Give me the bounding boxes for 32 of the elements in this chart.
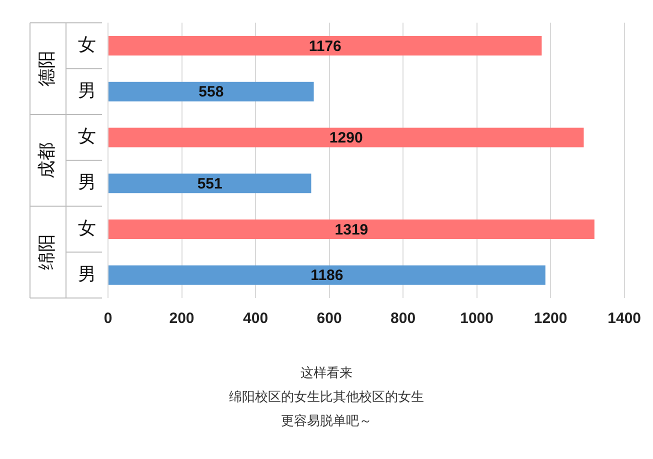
x-tick-label: 800 <box>390 310 416 328</box>
text: 更容易脱单吧～ <box>280 413 373 431</box>
y-tick-label: 女 <box>78 218 96 238</box>
text: 成都 <box>36 142 57 178</box>
bar <box>108 174 312 194</box>
data-label: 551 <box>197 175 222 192</box>
x-tick-label: 1400 <box>608 310 642 328</box>
bar <box>108 265 546 285</box>
y-tick-label: 女 <box>78 126 96 146</box>
bar <box>108 36 542 56</box>
x-tick-label: 1000 <box>460 310 494 328</box>
x-tick-label: 200 <box>169 310 194 328</box>
text: 绵阳 <box>36 234 57 270</box>
x-tick-label: 600 <box>316 310 342 328</box>
text: 德阳 <box>36 50 57 87</box>
data-label: 558 <box>198 84 224 101</box>
data-label: 1186 <box>310 267 344 284</box>
bar <box>108 128 584 148</box>
data-label: 1290 <box>329 130 363 147</box>
text: 绵阳校区的女生比其他校区的女生 <box>228 389 425 407</box>
x-tick-label: 400 <box>243 310 268 328</box>
y-tick-label: 男 <box>78 264 96 284</box>
bar <box>108 82 314 102</box>
data-label: 1176 <box>308 38 342 55</box>
y-tick-label: 男 <box>78 80 96 100</box>
y-tick-label: 女 <box>78 34 96 54</box>
bar <box>108 219 594 239</box>
data-label: 1319 <box>334 221 368 238</box>
text: 这样看来 <box>300 365 354 383</box>
x-tick-label: 1200 <box>534 310 568 328</box>
x-tick-label: 0 <box>104 310 112 328</box>
y-tick-label: 男 <box>78 172 96 192</box>
